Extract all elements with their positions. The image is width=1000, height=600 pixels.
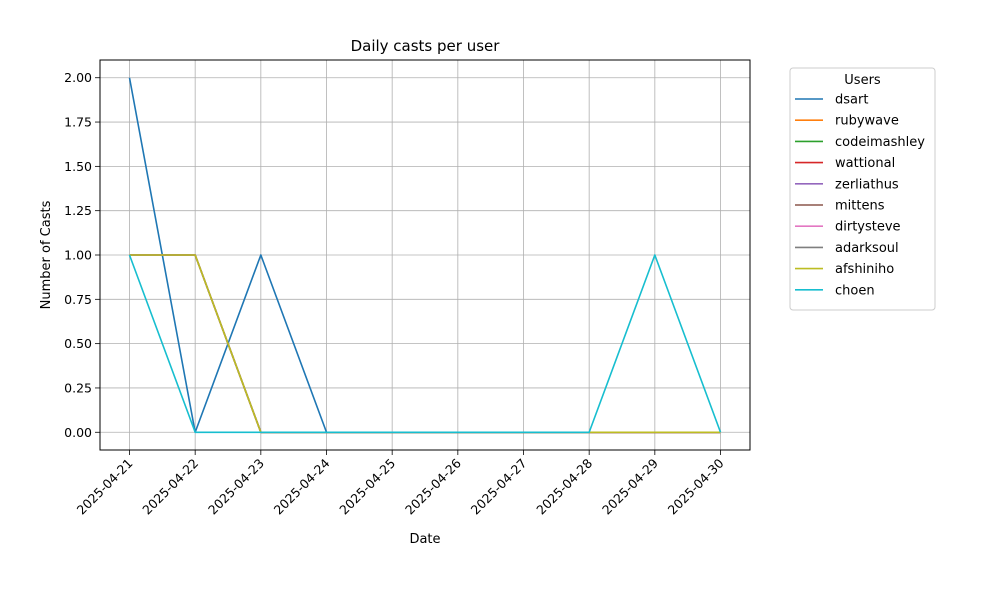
legend-box xyxy=(789,67,936,311)
y-tick-label: 2.00 xyxy=(64,70,92,85)
x-tick-label: 2025-04-23 xyxy=(205,456,267,518)
x-tick-label: 2025-04-25 xyxy=(336,456,398,518)
legend-items: dsart rubywave codeimashley wattional zerlia… xyxy=(795,93,925,298)
x-tick-label: 2025-04-27 xyxy=(468,456,530,518)
legend-title: Users xyxy=(844,73,881,88)
series-line-choen xyxy=(128,254,722,434)
x-tick-label: 2025-04-30 xyxy=(665,455,727,517)
legend-label-codeimashley: codeimashley xyxy=(835,135,925,150)
x-tick-label: 2025-04-21 xyxy=(74,456,136,518)
y-tick-label: 1.25 xyxy=(64,203,92,218)
x-tick-label: 2025-04-24 xyxy=(271,455,333,517)
grid xyxy=(100,60,750,450)
y-tick-label: 1.50 xyxy=(64,159,92,174)
legend-label-mittens: mittens xyxy=(835,199,885,214)
legend-label-choen: choen xyxy=(835,283,875,298)
y-tick-label: 0.00 xyxy=(64,425,92,440)
legend: Users dsart rubywave codeimashley wattional… xyxy=(789,67,936,311)
x-tick-label: 2025-04-29 xyxy=(599,455,661,517)
legend-label-dsart: dsart xyxy=(835,93,868,108)
y-axis-label: Number of Casts xyxy=(39,200,54,309)
legend-label-dirtysteve: dirtysteve xyxy=(835,220,901,235)
legend-label-afshiniho: afshiniho xyxy=(835,262,894,277)
y-tick-label: 1.75 xyxy=(64,115,92,130)
legend-label-zerliathus: zerliathus xyxy=(835,177,899,192)
legend-label-wattional: wattional xyxy=(835,156,895,171)
y-tick-label: 0.50 xyxy=(64,336,92,351)
legend-label-rubywave: rubywave xyxy=(835,114,899,129)
x-tick-label: 2025-04-28 xyxy=(533,455,595,517)
y-tick-label: 0.25 xyxy=(64,380,92,395)
y-axis-ticks: 0.00 0.25 0.50 0.75 1.00 1.25 1.50 1.75 2.00 xyxy=(64,70,100,440)
y-tick-label: 0.75 xyxy=(64,292,92,307)
series-lines xyxy=(128,77,722,434)
legend-label-adarksoul: adarksoul xyxy=(835,241,899,256)
y-tick-label: 1.00 xyxy=(64,248,92,263)
chart-title: Daily casts per user xyxy=(351,37,501,55)
x-axis-label: Date xyxy=(409,532,440,547)
x-axis-ticks: 2025-04-21 2025-04-22 2025-04-23 2025-04-24… xyxy=(74,450,727,517)
x-tick-label: 2025-04-26 xyxy=(402,455,464,517)
x-tick-label: 2025-04-22 xyxy=(139,456,201,518)
